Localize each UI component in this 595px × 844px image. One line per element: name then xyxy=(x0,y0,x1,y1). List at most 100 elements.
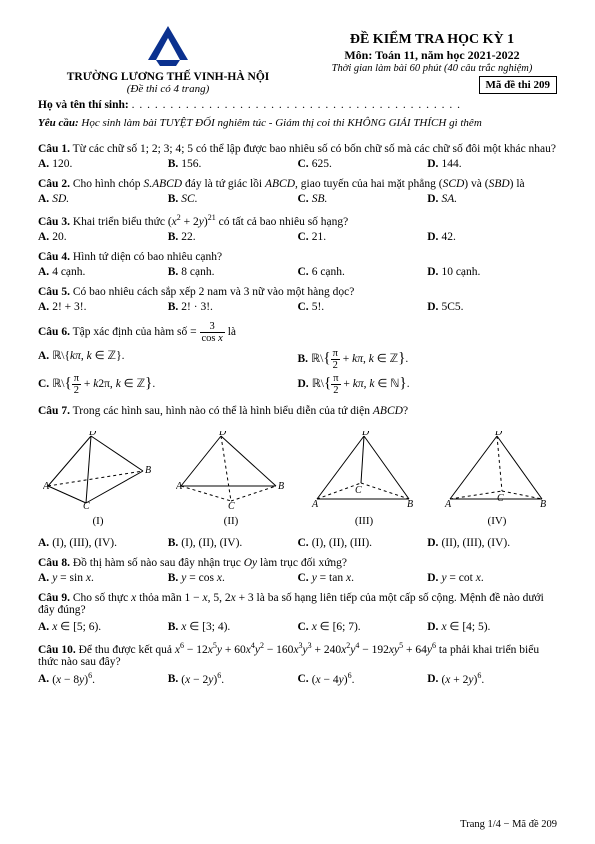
q10-opt-d: D.(x + 2y)6. xyxy=(427,671,557,686)
q1-opt-b: B.156. xyxy=(168,158,298,170)
svg-text:D: D xyxy=(361,431,370,438)
q5-text: Có bao nhiêu cách sắp xếp 2 nam và 3 nữ … xyxy=(73,286,355,298)
q7-text: Trong các hình sau, hình nào có thể là h… xyxy=(73,405,408,417)
q10-opt-c: C.(x − 4y)6. xyxy=(298,671,428,686)
svg-text:A: A xyxy=(176,481,183,492)
fig3-label: (III) xyxy=(304,515,424,527)
q10-text: Để thu được kết quả x6 − 12x5y + 60x4y2 … xyxy=(38,644,539,668)
q10-opt-a: A.(x − 8y)6. xyxy=(38,671,168,686)
q4-opt-a: A.4 cạnh. xyxy=(38,266,168,278)
q4-opt-d: D.10 cạnh. xyxy=(427,266,557,278)
question-4: Câu 4. Hình tứ diện có bao nhiêu cạnh? A… xyxy=(38,251,557,278)
q4-opt-c: C.6 cạnh. xyxy=(298,266,428,278)
school-name: TRƯỜNG LƯƠNG THẾ VINH-HÀ NỘI xyxy=(38,71,298,83)
fig4-label: (IV) xyxy=(437,515,557,527)
q7-label: Câu 7. xyxy=(38,405,70,417)
svg-text:A: A xyxy=(311,499,319,509)
page: TRƯỜNG LƯƠNG THẾ VINH-HÀ NỘI (Đề thi có … xyxy=(0,0,595,844)
q5-label: Câu 5. xyxy=(38,286,70,298)
question-10: Câu 10. Để thu được kết quả x6 − 12x5y +… xyxy=(38,641,557,686)
logo-icon xyxy=(145,26,191,66)
q2-opt-b: B.SC. xyxy=(168,193,298,205)
q9-opt-b: B.x ∈ [3; 4). xyxy=(168,619,298,633)
figure-3: AB CD (III) xyxy=(304,431,424,527)
figure-1: AB CD (I) xyxy=(38,431,158,527)
q5-opt-b: B.2! · 3!. xyxy=(168,301,298,313)
figure-row: AB CD (I) AB xyxy=(38,431,557,527)
q1-opt-d: D.144. xyxy=(427,158,557,170)
q2-opt-a: A.SD. xyxy=(38,193,168,205)
figure-4: A B C D (IV) xyxy=(437,431,557,527)
q2-label: Câu 2. xyxy=(38,178,70,190)
question-2: Câu 2. Cho hình chóp S.ABCD đáy là tứ gi… xyxy=(38,178,557,205)
q6-opt-d: D.ℝ\{π2 + kπ, k ∈ ℕ}. xyxy=(298,372,558,397)
q9-label: Câu 9. xyxy=(38,592,70,604)
instructions: Yêu cầu: Học sinh làm bài TUYỆT ĐỐI nghi… xyxy=(38,117,557,129)
q1-text: Từ các chữ số 1; 2; 3; 4; 5 có thể lập đ… xyxy=(73,143,556,155)
subject-line: Môn: Toán 11, năm học 2021-2022 xyxy=(307,48,557,63)
q8-opt-a: A.y = sin x. xyxy=(38,572,168,584)
question-5: Câu 5. Có bao nhiêu cách sắp xếp 2 nam v… xyxy=(38,286,557,313)
header: TRƯỜNG LƯƠNG THẾ VINH-HÀ NỘI (Đề thi có … xyxy=(38,26,557,95)
q1-label: Câu 1. xyxy=(38,143,70,155)
q10-opt-b: B.(x − 2y)6. xyxy=(168,671,298,686)
q8-opt-b: B.y = cos x. xyxy=(168,572,298,584)
q5-opt-c: C.5!. xyxy=(298,301,428,313)
q3-opt-c: C.21. xyxy=(298,231,428,243)
q7-opt-d: D.(II), (III), (IV). xyxy=(427,537,557,549)
exam-title: ĐỀ KIỂM TRA HỌC KỲ 1 xyxy=(307,32,557,48)
q10-label: Câu 10. xyxy=(38,644,76,656)
question-9: Câu 9. Cho số thực x thỏa mãn 1 − x, 5, … xyxy=(38,592,557,633)
page-count: (Đề thi có 4 trang) xyxy=(38,83,298,95)
q5-opt-a: A.2! + 3!. xyxy=(38,301,168,313)
q2-opt-c: C.SB. xyxy=(298,193,428,205)
question-6: Câu 6. Tập xác định của hàm số = 3cos x … xyxy=(38,321,557,397)
q4-label: Câu 4. xyxy=(38,251,70,263)
svg-text:D: D xyxy=(88,431,97,438)
q6-opt-b: B.ℝ\{π2 + kπ, k ∈ ℤ}. xyxy=(298,347,558,372)
q6-opt-c: C.ℝ\{π2 + k2π, k ∈ ℤ}. xyxy=(38,372,298,397)
name-row: Họ và tên thí sinh: . . . . . . . . . . … xyxy=(38,99,557,111)
svg-text:B: B xyxy=(407,499,413,509)
q4-opt-b: B.8 cạnh. xyxy=(168,266,298,278)
name-dots: . . . . . . . . . . . . . . . . . . . . … xyxy=(132,99,461,111)
q1-opt-a: A.120. xyxy=(38,158,168,170)
svg-text:D: D xyxy=(218,431,227,438)
q1-opt-c: C.625. xyxy=(298,158,428,170)
svg-text:C: C xyxy=(228,501,235,509)
q7-opt-b: B.(I), (II), (IV). xyxy=(168,537,298,549)
q9-opt-d: D.x ∈ [4; 5). xyxy=(427,619,557,633)
q5-opt-d: D.5C5. xyxy=(427,301,557,313)
fig2-label: (II) xyxy=(171,515,291,527)
q9-opt-a: A.x ∈ [5; 6). xyxy=(38,619,168,633)
header-left: TRƯỜNG LƯƠNG THẾ VINH-HÀ NỘI (Đề thi có … xyxy=(38,26,298,95)
question-7: Câu 7. Trong các hình sau, hình nào có t… xyxy=(38,405,557,549)
header-right: ĐỀ KIỂM TRA HỌC KỲ 1 Môn: Toán 11, năm h… xyxy=(307,26,557,95)
question-8: Câu 8. Đồ thị hàm số nào sau đây nhận tr… xyxy=(38,557,557,584)
q8-opt-d: D.y = cot x. xyxy=(427,572,557,584)
question-3: Câu 3. Khai triển biểu thức (x2 + 2y)21 … xyxy=(38,213,557,243)
q3-opt-a: A.20. xyxy=(38,231,168,243)
svg-text:C: C xyxy=(83,501,90,509)
q2-text: Cho hình chóp S.ABCD đáy là tứ giác lồi … xyxy=(73,178,525,190)
q8-opt-c: C.y = tan x. xyxy=(298,572,428,584)
question-1: Câu 1. Từ các chữ số 1; 2; 3; 4; 5 có th… xyxy=(38,143,557,170)
q4-text: Hình tứ diện có bao nhiêu cạnh? xyxy=(73,251,222,263)
name-label: Họ và tên thí sinh: xyxy=(38,99,129,111)
svg-text:A: A xyxy=(43,481,50,492)
svg-text:C: C xyxy=(497,493,504,504)
svg-text:A: A xyxy=(444,499,452,509)
q7-opt-c: C.(I), (II), (III). xyxy=(298,537,428,549)
q8-label: Câu 8. xyxy=(38,557,70,569)
svg-text:D: D xyxy=(494,431,503,438)
q3-opt-d: D.42. xyxy=(427,231,557,243)
svg-text:B: B xyxy=(145,465,151,476)
q7-opt-a: A.(I), (III), (IV). xyxy=(38,537,168,549)
q6-label: Câu 6. xyxy=(38,326,70,338)
q2-opt-d: D.SA. xyxy=(427,193,557,205)
q3-text: Khai triển biểu thức (x2 + 2y)21 có tất … xyxy=(73,216,348,228)
svg-text:B: B xyxy=(540,499,546,509)
q6-opt-a: A.ℝ\{kπ, k ∈ ℤ}. xyxy=(38,347,298,372)
q8-text: Đồ thị hàm số nào sau đây nhận trục Oy l… xyxy=(73,557,347,569)
q9-opt-c: C.x ∈ [6; 7). xyxy=(298,619,428,633)
